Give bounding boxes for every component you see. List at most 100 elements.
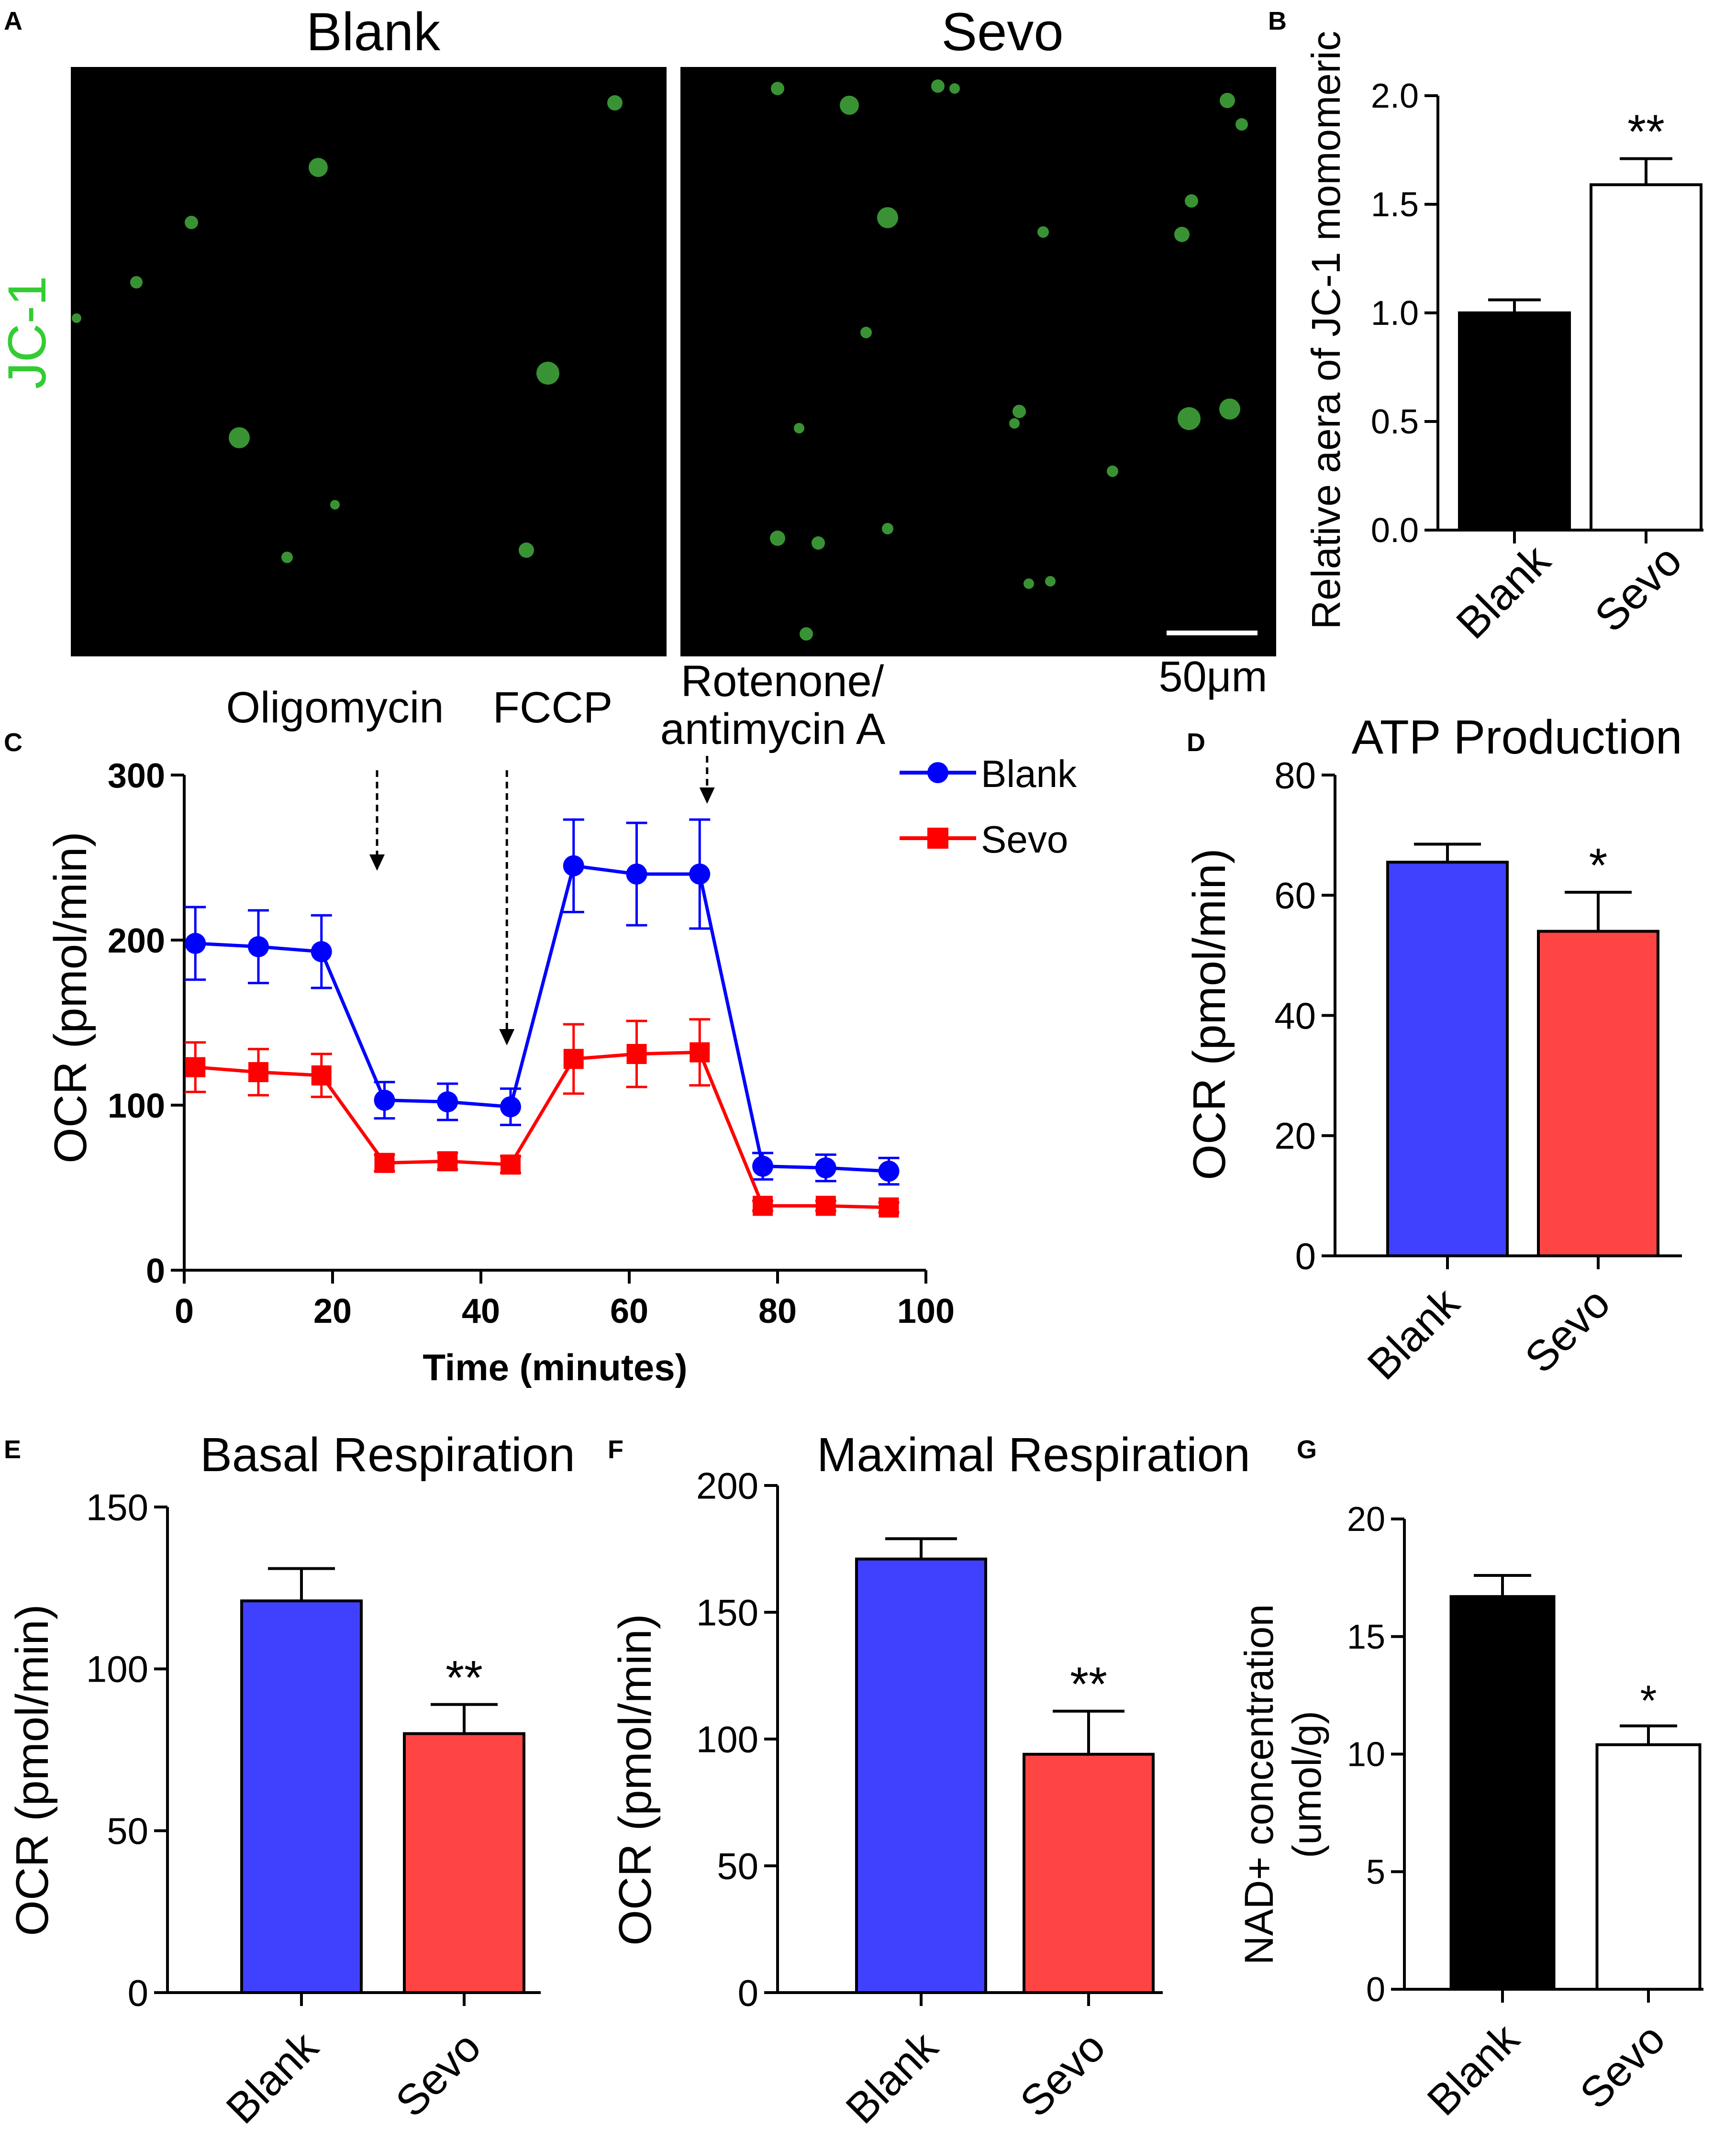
data-point-blank xyxy=(311,941,332,963)
y-tick-label: 10 xyxy=(1347,1736,1385,1774)
y-tick-label: 50 xyxy=(717,1845,758,1887)
cell-sevo-6 xyxy=(877,207,898,228)
panel-letter-e: E xyxy=(4,1435,21,1464)
panel-b: Relative aera of JC-1 momomeric 0.0 0.5 1.… xyxy=(1303,31,1703,648)
category-label: Sevo xyxy=(1011,2023,1114,2126)
legend-marker-sevo xyxy=(927,828,948,849)
cell-sevo-0 xyxy=(771,82,784,95)
cell-sevo-9 xyxy=(1037,226,1049,238)
panel-c-x-label: Time (minutes) xyxy=(423,1346,687,1388)
panel-f-title: Maximal Respiration xyxy=(817,1428,1250,1482)
panel-e-y-label: OCR (pmol/min) xyxy=(7,1604,58,1936)
panel-letter-d: D xyxy=(1187,728,1205,757)
cell-sevo-16 xyxy=(1107,465,1118,477)
bar-sevo xyxy=(1595,1743,1702,1991)
panel-a: Blank Sevo JC-1 50μm xyxy=(0,2,1276,701)
micrograph-label-sevo: Sevo xyxy=(941,2,1063,62)
data-point-blank xyxy=(752,1155,773,1177)
y-tick-label: 50 xyxy=(107,1810,148,1852)
y-tick-label: 0 xyxy=(1295,1235,1316,1277)
data-point-sevo xyxy=(815,1196,836,1216)
bar-sevo xyxy=(1023,1752,1155,1995)
panel-letter-a: A xyxy=(4,7,22,35)
y-tick-label: 300 xyxy=(108,757,165,795)
annotation-antimycin: antimycin A xyxy=(660,705,886,754)
bar-blank xyxy=(1449,1595,1556,1991)
data-point-blank xyxy=(815,1157,836,1179)
cell-sevo-13 xyxy=(1219,399,1240,420)
data-point-blank xyxy=(689,864,711,885)
data-point-sevo xyxy=(437,1151,458,1172)
bar-blank xyxy=(1386,861,1509,1257)
panel-g-y-label: NAD+ concentration (umol/g) xyxy=(1236,1604,1329,1965)
significance-marker: * xyxy=(1640,1677,1657,1725)
x-tick-label: 100 xyxy=(897,1292,955,1330)
x-tick-label: 80 xyxy=(758,1292,797,1330)
x-tick-label: 40 xyxy=(462,1292,500,1330)
jc1-row-label: JC-1 xyxy=(0,276,57,389)
significance-marker: ** xyxy=(1070,1658,1107,1711)
annotation-oligomycin: Oligomycin xyxy=(226,683,444,732)
panel-letter-c: C xyxy=(4,728,22,757)
cell-sevo-5 xyxy=(1235,118,1248,131)
y-tick-label: 0.0 xyxy=(1371,511,1419,550)
legend: Blank Sevo xyxy=(900,753,1077,861)
data-point-sevo xyxy=(185,1057,206,1077)
y-tick-label: 200 xyxy=(108,922,165,960)
y-tick-label: 0 xyxy=(1366,1971,1385,2009)
cell-blank-9 xyxy=(281,552,293,563)
micrograph-blank xyxy=(71,67,667,656)
cell-sevo-22 xyxy=(1045,576,1056,587)
series-line-blank xyxy=(195,864,889,1173)
cell-sevo-15 xyxy=(794,423,804,433)
cell-blank-1 xyxy=(309,158,328,177)
cell-sevo-18 xyxy=(812,536,825,550)
cell-sevo-2 xyxy=(931,79,945,93)
panel-d-y-label: OCR (pmol/min) xyxy=(1184,848,1235,1180)
y-tick-label: 60 xyxy=(1274,875,1316,917)
annotation-arrow-head xyxy=(499,1029,515,1045)
y-tick-label: 100 xyxy=(696,1718,758,1760)
data-point-sevo xyxy=(563,1049,584,1069)
bar-sevo xyxy=(1590,183,1703,532)
cell-sevo-17 xyxy=(770,531,785,546)
y-tick-label: 150 xyxy=(696,1591,758,1633)
bar-blank xyxy=(855,1557,987,1994)
category-label: Sevo xyxy=(1516,1279,1619,1382)
y-tick-label: 0 xyxy=(128,1972,148,2014)
panel-g: NAD+ concentration (umol/g) 0 5 10 15 20 Blan… xyxy=(1236,1500,1703,2125)
annotation-arrow-head xyxy=(369,854,385,871)
data-point-sevo xyxy=(753,1196,773,1216)
scale-bar-label: 50μm xyxy=(1159,653,1268,701)
cell-sevo-7 xyxy=(1185,194,1198,208)
data-point-sevo xyxy=(374,1153,395,1173)
annotation-arrow-head xyxy=(699,787,715,804)
cell-sevo-12 xyxy=(1178,407,1201,430)
panel-e: Basal Respiration OCR (pmol/min) 0 50 100 1… xyxy=(7,1428,575,2133)
data-point-blank xyxy=(374,1089,395,1111)
scale-bar xyxy=(1167,631,1257,635)
y-tick-label: 15 xyxy=(1347,1618,1385,1656)
panel-f: Maximal Respiration OCR (pmol/min) 0 50 10… xyxy=(610,1428,1250,2133)
y-tick-label: 1.0 xyxy=(1371,294,1419,332)
legend-label-blank: Blank xyxy=(981,753,1077,795)
y-tick-label: 100 xyxy=(108,1087,165,1125)
category-label: Sevo xyxy=(1586,536,1691,641)
panel-letter-b: B xyxy=(1268,7,1287,35)
y-tick-label: 20 xyxy=(1274,1115,1316,1157)
y-tick-label: 0 xyxy=(738,1972,758,2014)
annotation-fccp: FCCP xyxy=(493,683,612,732)
data-point-blank xyxy=(878,1161,900,1182)
category-label: Blank xyxy=(217,2023,328,2133)
cell-sevo-14 xyxy=(1009,418,1020,429)
panel-g-y-label-line2: (umol/g) xyxy=(1284,1711,1329,1858)
x-tick-label: 60 xyxy=(610,1292,648,1330)
cell-sevo-20 xyxy=(1024,578,1034,589)
bar-sevo xyxy=(1537,930,1659,1257)
legend-label-sevo: Sevo xyxy=(981,818,1068,861)
cell-blank-5 xyxy=(229,427,250,448)
y-tick-label: 0.5 xyxy=(1371,403,1419,441)
y-tick-label: 2.0 xyxy=(1371,77,1419,115)
cell-sevo-3 xyxy=(949,83,960,94)
